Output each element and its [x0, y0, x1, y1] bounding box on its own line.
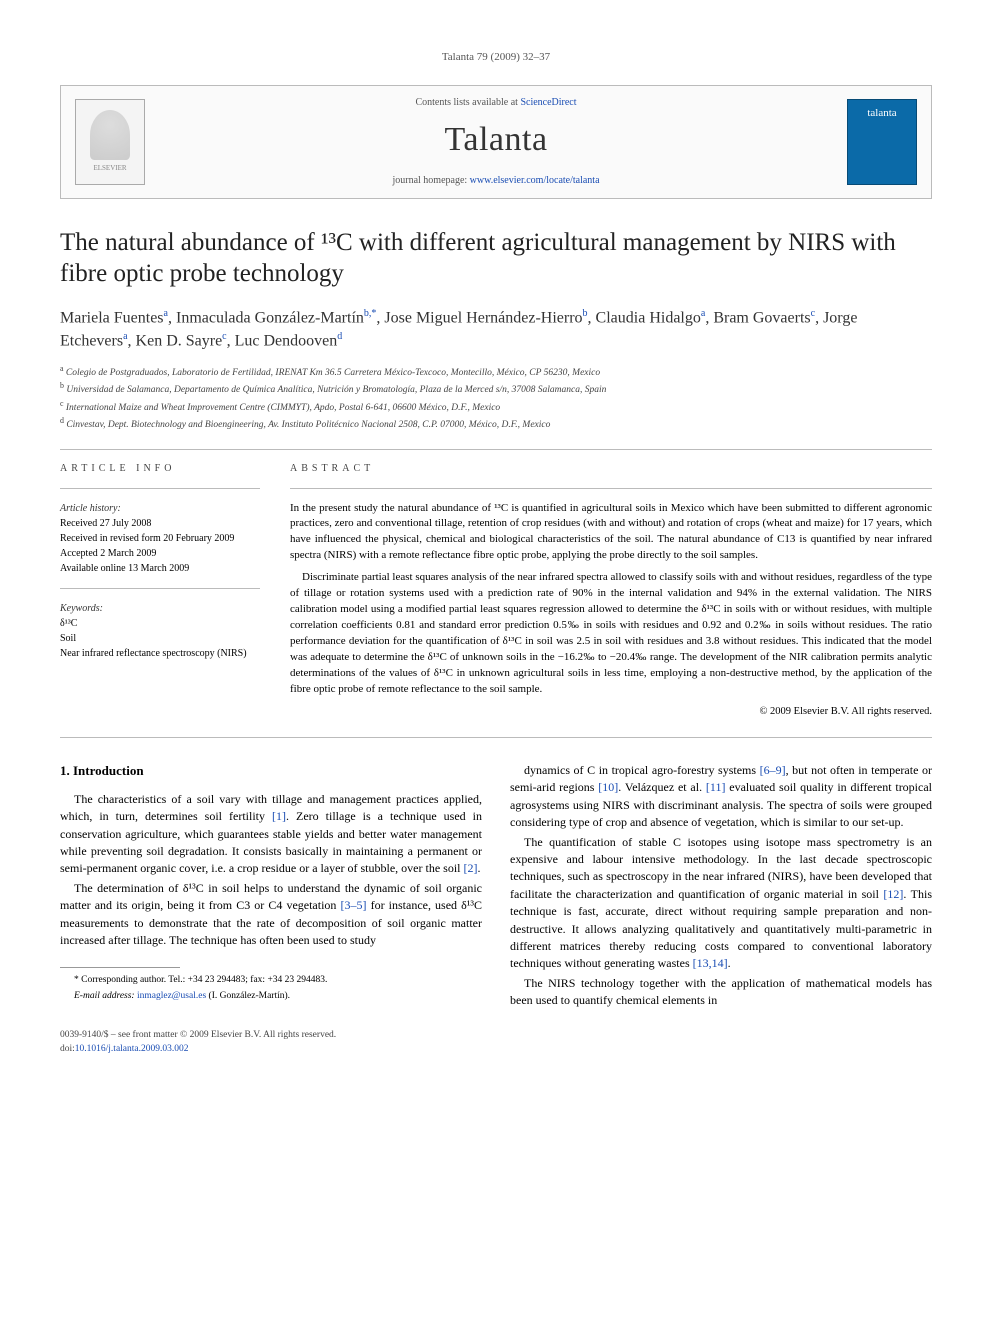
article-history-block: Article history: Received 27 July 2008 R… — [60, 501, 260, 576]
elsevier-label: ELSEVIER — [93, 164, 126, 174]
author-affiliation-marker: a — [701, 308, 705, 319]
divider — [290, 488, 932, 489]
abstract-column: abstract In the present study the natura… — [290, 462, 932, 719]
author-name: Bram Govaerts — [713, 310, 810, 327]
author-name: Luc Dendooven — [235, 333, 338, 350]
abstract-copyright: © 2009 Elsevier B.V. All rights reserved… — [290, 704, 932, 719]
history-line: Available online 13 March 2009 — [60, 561, 260, 576]
body-paragraph: The quantification of stable C isotopes … — [510, 834, 932, 973]
contents-prefix: Contents lists available at — [415, 97, 520, 108]
affiliation-line: b Universidad de Salamanca, Departamento… — [60, 380, 932, 397]
abstract-heading: abstract — [290, 462, 932, 476]
body-paragraph: The NIRS technology together with the ap… — [510, 975, 932, 1010]
contents-available-line: Contents lists available at ScienceDirec… — [159, 96, 833, 110]
author-affiliation-marker: a — [164, 308, 168, 319]
divider — [60, 488, 260, 489]
keywords-block: Keywords: δ¹³C Soil Near infrared reflec… — [60, 601, 260, 661]
history-line: Accepted 2 March 2009 — [60, 546, 260, 561]
history-label: Article history: — [60, 501, 260, 516]
doi-link[interactable]: 10.1016/j.talanta.2009.03.002 — [75, 1044, 189, 1054]
issn-line: 0039-9140/$ – see front matter © 2009 El… — [60, 1029, 932, 1042]
author-affiliation-marker: c — [811, 308, 815, 319]
text-span: dynamics of C in tropical agro-forestry … — [524, 763, 760, 777]
citation-link[interactable]: [11] — [706, 780, 726, 794]
affiliation-line: a Colegio de Postgraduados, Laboratorio … — [60, 363, 932, 380]
email-suffix: (I. González-Martín). — [206, 991, 290, 1001]
author-name: Inmaculada González-Martín — [176, 310, 364, 327]
citation-link[interactable]: [3–5] — [341, 898, 367, 912]
keyword: δ¹³C — [60, 616, 260, 631]
elsevier-logo: ELSEVIER — [75, 99, 145, 185]
body-text: 1. Introduction The characteristics of a… — [60, 762, 932, 1009]
homepage-prefix: journal homepage: — [392, 175, 469, 186]
author-name: Jose Miguel Hernández-Hierro — [384, 310, 582, 327]
page-footer: 0039-9140/$ – see front matter © 2009 El… — [60, 1029, 932, 1056]
text-span: . — [477, 861, 480, 875]
text-span: The quantification of stable C isotopes … — [510, 835, 932, 901]
keywords-label: Keywords: — [60, 601, 260, 616]
section-heading: 1. Introduction — [60, 762, 482, 781]
article-info-column: article info Article history: Received 2… — [60, 462, 260, 719]
journal-cover-thumb: talanta — [847, 99, 917, 185]
author-name: Claudia Hidalgo — [596, 310, 701, 327]
article-info-heading: article info — [60, 462, 260, 476]
author-affiliation-marker: a — [123, 331, 127, 342]
body-paragraph: dynamics of C in tropical agro-forestry … — [510, 762, 932, 832]
history-line: Received in revised form 20 February 200… — [60, 531, 260, 546]
abstract-text: In the present study the natural abundan… — [290, 501, 932, 719]
email-label: E-mail address: — [74, 991, 137, 1001]
divider — [60, 737, 932, 738]
email-link[interactable]: inmaglez@usal.es — [137, 991, 206, 1001]
citation-link[interactable]: [2] — [463, 861, 477, 875]
homepage-link[interactable]: www.elsevier.com/locate/talanta — [470, 175, 600, 186]
cover-label: talanta — [867, 106, 896, 121]
text-span: . — [728, 956, 731, 970]
author-affiliation-marker: b — [583, 308, 588, 319]
journal-name: Talanta — [159, 116, 833, 164]
email-footnote: E-mail address: inmaglez@usal.es (I. Gon… — [60, 990, 482, 1003]
citation-link[interactable]: [13,14] — [693, 956, 728, 970]
divider — [60, 588, 260, 589]
affiliation-line: c International Maize and Wheat Improvem… — [60, 398, 932, 415]
affiliation-line: d Cinvestav, Dept. Biotechnology and Bio… — [60, 415, 932, 432]
history-line: Received 27 July 2008 — [60, 516, 260, 531]
running-header: Talanta 79 (2009) 32–37 — [60, 50, 932, 65]
author-name: Mariela Fuentes — [60, 310, 164, 327]
text-span: . Velázquez et al. — [618, 780, 706, 794]
citation-link[interactable]: [10] — [598, 780, 618, 794]
author-name: Ken D. Sayre — [136, 333, 223, 350]
keyword: Soil — [60, 631, 260, 646]
tree-icon — [90, 110, 130, 160]
body-paragraph: The characteristics of a soil vary with … — [60, 791, 482, 878]
affiliation-list: a Colegio de Postgraduados, Laboratorio … — [60, 363, 932, 433]
journal-masthead: ELSEVIER Contents lists available at Sci… — [60, 85, 932, 199]
body-paragraph: The determination of δ¹³C in soil helps … — [60, 880, 482, 950]
abstract-paragraph: In the present study the natural abundan… — [290, 501, 932, 565]
author-affiliation-marker: b,* — [364, 308, 377, 319]
author-affiliation-marker: d — [337, 331, 342, 342]
citation-link[interactable]: [6–9] — [760, 763, 786, 777]
doi-label: doi: — [60, 1044, 75, 1054]
corresponding-author-footnote: * Corresponding author. Tel.: +34 23 294… — [60, 974, 482, 987]
homepage-line: journal homepage: www.elsevier.com/locat… — [159, 174, 833, 188]
abstract-paragraph: Discriminate partial least squares analy… — [290, 570, 932, 698]
citation-link[interactable]: [1] — [272, 809, 286, 823]
sciencedirect-link[interactable]: ScienceDirect — [520, 97, 576, 108]
keyword: Near infrared reflectance spectroscopy (… — [60, 646, 260, 661]
author-affiliation-marker: c — [222, 331, 226, 342]
author-list: Mariela Fuentesa, Inmaculada González-Ma… — [60, 307, 932, 352]
article-title: The natural abundance of ¹³C with differ… — [60, 227, 932, 290]
citation-link[interactable]: [12] — [883, 887, 903, 901]
doi-line: doi:10.1016/j.talanta.2009.03.002 — [60, 1043, 932, 1056]
divider — [60, 449, 932, 450]
footnote-divider — [60, 967, 180, 968]
